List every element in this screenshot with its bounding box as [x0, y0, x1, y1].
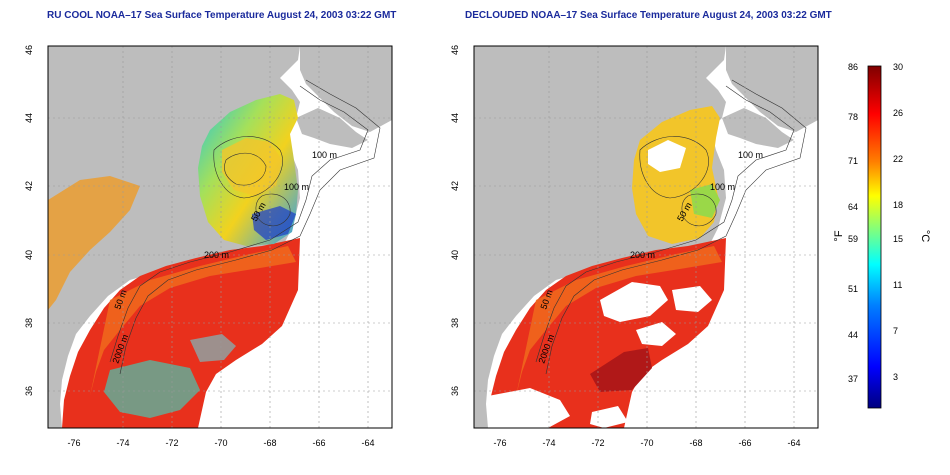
left-y-tick-label: 42 [24, 181, 34, 191]
colorbar-f-label: 37 [848, 374, 858, 384]
right-grid [474, 46, 818, 428]
right-x-axis: -76 -74 -72 -70 -68 -66 -64 [493, 438, 800, 448]
left-contour-label: 200 m [204, 250, 229, 260]
right-map-title: DECLOUDED NOAA–17 Sea Surface Temperatur… [465, 10, 832, 21]
left-x-tick-label: -72 [165, 438, 178, 448]
right-bathymetry-contours [535, 79, 807, 375]
right-sst-dark-core [590, 348, 652, 392]
right-y-tick-label: 44 [450, 113, 460, 123]
left-x-tick-label: -66 [312, 438, 325, 448]
colorbar-c-label: 26 [893, 108, 903, 118]
right-y-tick-label: 38 [450, 318, 460, 328]
left-sst-gulf-maine [222, 138, 282, 196]
right-y-tick-label: 46 [450, 45, 460, 55]
colorbar-c-label: 7 [893, 326, 898, 336]
right-contour-label: 100 m [710, 182, 735, 192]
left-x-tick-label: -70 [214, 438, 227, 448]
left-sst-coastal-cool [48, 176, 140, 310]
colorbar-f-label: 59 [848, 234, 858, 244]
left-y-tick-label: 44 [24, 113, 34, 123]
right-map-panel: 100 m 100 m 50 m 200 m 50 m 2000 m -76 -… [450, 45, 819, 448]
right-map-frame [473, 45, 819, 429]
right-x-tick-label: -74 [542, 438, 555, 448]
left-sst-slope-water [90, 246, 296, 396]
left-map-frame [47, 45, 393, 429]
temperature-colorbar: 86 78 71 64 59 51 44 37 30 26 22 18 15 1… [833, 62, 931, 409]
colorbar-fahrenheit-unit: °F [833, 230, 845, 241]
right-x-tick-label: -72 [591, 438, 604, 448]
right-sst-slope-water [516, 246, 722, 396]
right-contour-label: 100 m [738, 150, 763, 160]
left-y-axis: 36 38 40 42 44 46 [24, 45, 34, 396]
colorbar-f-label: 78 [848, 112, 858, 122]
right-y-tick-label: 36 [450, 386, 460, 396]
colorbar-c-label: 18 [893, 200, 903, 210]
left-grid [48, 46, 392, 428]
left-sst-mid-cool [190, 334, 236, 362]
left-sst-south-cool [104, 360, 200, 418]
colorbar-celsius-labels: 30 26 22 18 15 11 7 3 [893, 62, 903, 382]
left-x-tick-label: -76 [67, 438, 80, 448]
colorbar-c-label: 30 [893, 62, 903, 72]
right-land-canada [726, 46, 818, 132]
left-x-axis: -76 -74 -72 -70 -68 -66 -64 [67, 438, 374, 448]
colorbar-fahrenheit-labels: 86 78 71 64 59 51 44 37 [848, 62, 858, 384]
right-x-tick-label: -68 [689, 438, 702, 448]
right-x-tick-label: -66 [738, 438, 751, 448]
left-y-tick-label: 40 [24, 250, 34, 260]
left-sst-cold-patch [252, 206, 296, 240]
right-y-axis: 36 38 40 42 44 46 [450, 45, 460, 396]
colorbar-celsius-unit: °C [919, 230, 931, 242]
right-y-tick-label: 40 [450, 250, 460, 260]
colorbar-f-label: 64 [848, 202, 858, 212]
colorbar-gradient [867, 65, 882, 409]
left-map-title: RU COOL NOAA–17 Sea Surface Temperature … [47, 10, 397, 21]
left-contour-label: 100 m [312, 150, 337, 160]
left-y-tick-label: 46 [24, 45, 34, 55]
right-x-tick-label: -64 [787, 438, 800, 448]
left-map-panel: 100 m 100 m 50 m 200 m 50 m 2000 m -76 -… [24, 45, 393, 448]
left-x-tick-label: -68 [263, 438, 276, 448]
colorbar-f-label: 71 [848, 156, 858, 166]
colorbar-c-label: 22 [893, 154, 903, 164]
left-y-tick-label: 38 [24, 318, 34, 328]
colorbar-c-label: 11 [893, 280, 902, 290]
left-y-tick-label: 36 [24, 386, 34, 396]
colorbar-c-label: 3 [893, 372, 898, 382]
colorbar-c-label: 15 [893, 234, 903, 244]
colorbar-f-label: 51 [848, 284, 858, 294]
left-contour-label: 100 m [284, 182, 309, 192]
right-sst-shelf-green [690, 184, 720, 218]
left-x-tick-label: -64 [361, 438, 374, 448]
right-cloud-mask [488, 282, 726, 428]
colorbar-f-label: 86 [848, 62, 858, 72]
right-contour-label: 200 m [630, 250, 655, 260]
left-x-tick-label: -74 [116, 438, 129, 448]
colorbar-f-label: 44 [848, 330, 858, 340]
right-y-tick-label: 42 [450, 181, 460, 191]
right-sst-warm-water [488, 238, 726, 428]
right-sst-cloud-inner [648, 140, 686, 172]
left-land-canada [300, 46, 392, 132]
right-x-tick-label: -70 [640, 438, 653, 448]
right-x-tick-label: -76 [493, 438, 506, 448]
left-bathymetry-contours [109, 79, 381, 375]
